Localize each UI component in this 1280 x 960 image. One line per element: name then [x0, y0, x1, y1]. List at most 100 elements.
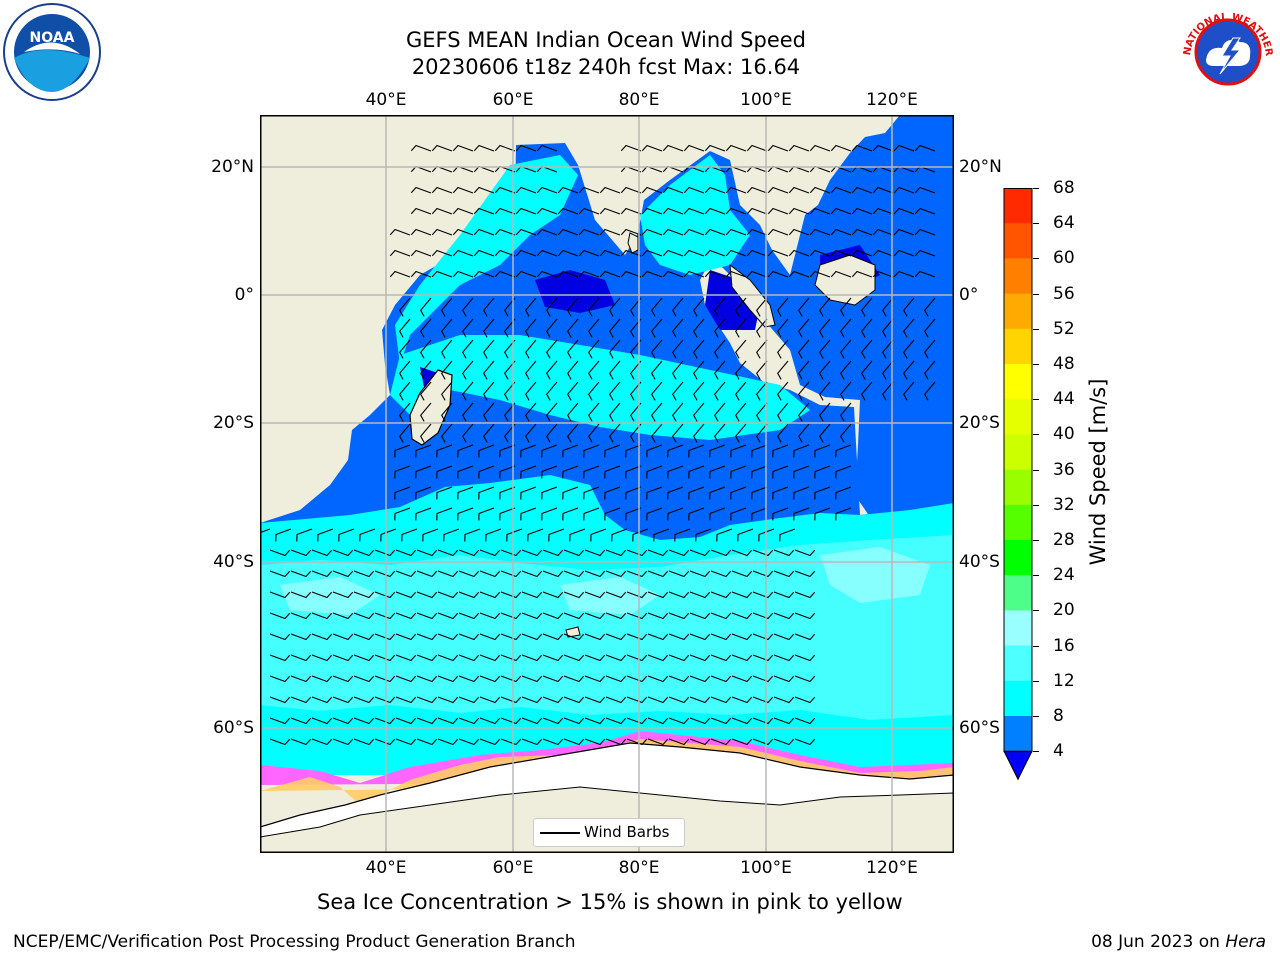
wind-barb — [525, 297, 537, 317]
wind-barb — [851, 186, 873, 194]
chart-title-line1: GEFS MEAN Indian Ocean Wind Speed — [405, 28, 807, 52]
wind-barb — [751, 444, 768, 458]
wind-barb — [521, 633, 543, 641]
wind-barb — [751, 486, 768, 500]
colorbar-tick: 32 — [1053, 494, 1075, 515]
wind-barb — [735, 318, 747, 338]
wind-barb — [562, 507, 579, 521]
wind-barb — [777, 423, 789, 443]
colorbar-segment — [1004, 328, 1032, 365]
wind-barb — [798, 318, 810, 338]
wind-barb — [851, 270, 873, 278]
wind-barb — [563, 717, 585, 725]
sea-ice-caption: Sea Ice Concentration > 15% is shown in … — [317, 890, 903, 914]
wind-barb — [290, 675, 312, 683]
wind-barb — [395, 570, 417, 578]
wind-barb — [599, 207, 621, 215]
wind-barb — [672, 339, 684, 359]
footer-machine: Hera — [1225, 932, 1266, 952]
wind-barb — [525, 381, 537, 401]
wind-barb — [311, 675, 333, 683]
wind-barb — [374, 738, 396, 746]
wind-barb — [473, 144, 495, 152]
wind-barb — [389, 249, 411, 257]
wind-barb — [893, 144, 915, 152]
wind-barb — [794, 633, 816, 641]
wind-barb — [483, 423, 495, 443]
wind-barb — [483, 402, 495, 422]
wind-barb — [269, 633, 291, 641]
wind-barb — [752, 633, 774, 641]
colorbar-tick: 48 — [1053, 354, 1075, 374]
wind-barb — [767, 228, 789, 236]
footer-date: 08 Jun 2023 on — [1091, 932, 1226, 952]
wind-barb — [625, 507, 642, 521]
wind-barb — [536, 144, 558, 152]
wind-barb — [353, 612, 375, 620]
wind-barb — [437, 696, 459, 704]
wind-barb — [317, 528, 334, 542]
wind-barb — [515, 228, 537, 236]
nws-logo: NATIONAL WEATHER SERVICE — [1174, 0, 1278, 102]
wind-barb — [395, 612, 417, 620]
wind-barb — [563, 633, 585, 641]
wind-barb — [563, 654, 585, 662]
wind-barb — [525, 402, 537, 422]
wind-barb — [473, 270, 495, 278]
wind-barb — [731, 570, 753, 578]
wind-barb — [521, 570, 543, 578]
wind-barb — [689, 654, 711, 662]
wind-barb — [557, 207, 579, 215]
wind-barb — [452, 270, 474, 278]
colorbar-tick: 12 — [1053, 670, 1075, 691]
wind-barb — [536, 186, 558, 194]
wind-barb — [557, 249, 579, 257]
wind-barb — [641, 228, 663, 236]
wind-barb — [695, 528, 712, 542]
wind-barb — [520, 465, 537, 479]
wind-barb — [830, 270, 852, 278]
wind-barb — [374, 696, 396, 704]
wind-barb — [431, 186, 453, 194]
wind-barb — [693, 381, 705, 401]
wind-barb — [668, 549, 690, 557]
wind-barb — [893, 249, 915, 257]
wind-barb — [590, 528, 607, 542]
wind-barb — [457, 507, 474, 521]
wind-barb — [269, 696, 291, 704]
wind-barb — [772, 465, 789, 479]
wind-band-12-16 — [260, 535, 954, 720]
colorbar-segment — [1004, 223, 1032, 259]
wind-barb — [458, 633, 480, 641]
wind-barb — [504, 423, 516, 443]
wind-barb — [604, 444, 621, 458]
wind-barb — [504, 297, 516, 317]
wind-barb — [311, 612, 333, 620]
wind-barb — [688, 486, 705, 500]
wind-barb — [332, 675, 354, 683]
colorbar-tick: 36 — [1053, 459, 1075, 480]
wind-barb — [541, 444, 558, 458]
wind-barb — [441, 360, 453, 380]
wind-barb — [473, 228, 495, 236]
wind-barb — [752, 717, 774, 725]
wind-barb — [626, 675, 648, 683]
wind-barb — [793, 444, 810, 458]
wind-barb — [840, 360, 852, 380]
wind-barb — [462, 402, 474, 422]
wind-barb — [914, 186, 936, 194]
wind-barb — [422, 528, 439, 542]
wind-barb — [588, 297, 600, 317]
wind-barb — [779, 528, 796, 542]
wind-barb — [794, 717, 816, 725]
colorbar-tick: 64 — [1053, 213, 1075, 234]
wind-barb — [641, 249, 663, 257]
colorbar-tick-mark — [1033, 645, 1039, 647]
wind-barb — [882, 360, 894, 380]
wind-barb — [630, 423, 642, 443]
wind-barb — [521, 591, 543, 599]
wind-barb — [777, 297, 789, 317]
wind-barb — [431, 270, 453, 278]
wind-barb — [525, 339, 537, 359]
wind-barb — [542, 696, 564, 704]
